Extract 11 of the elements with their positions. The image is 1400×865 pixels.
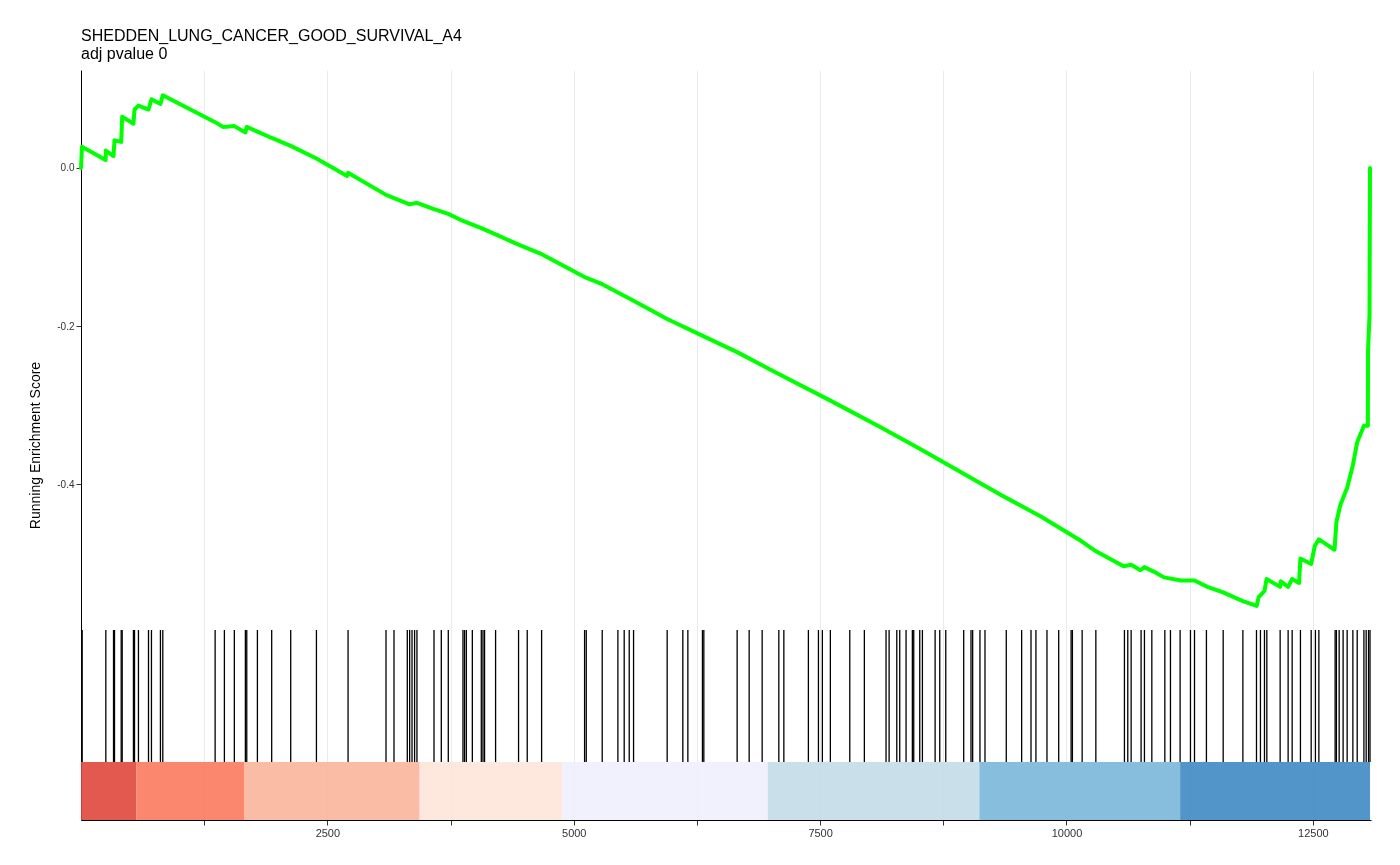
y-tick-label: -0.4 (57, 478, 75, 490)
y-axis-title: Running Enrichment Score (27, 361, 44, 530)
x-tick-label: 12500 (1298, 826, 1329, 839)
x-tick-label: 10000 (1051, 826, 1083, 839)
x-tick-label: 5000 (562, 826, 587, 839)
chart-subtitle: adj pvalue 0 (81, 45, 168, 62)
x-tick-label: 7500 (808, 826, 833, 839)
x-tick-label: 2500 (315, 826, 341, 839)
y-tick-label: 0.0 (60, 162, 75, 174)
y-tick-label: -0.2 (57, 320, 75, 332)
chart-title: SHEDDEN_LUNG_CANCER_GOOD_SURVIVAL_A4 (81, 27, 462, 45)
